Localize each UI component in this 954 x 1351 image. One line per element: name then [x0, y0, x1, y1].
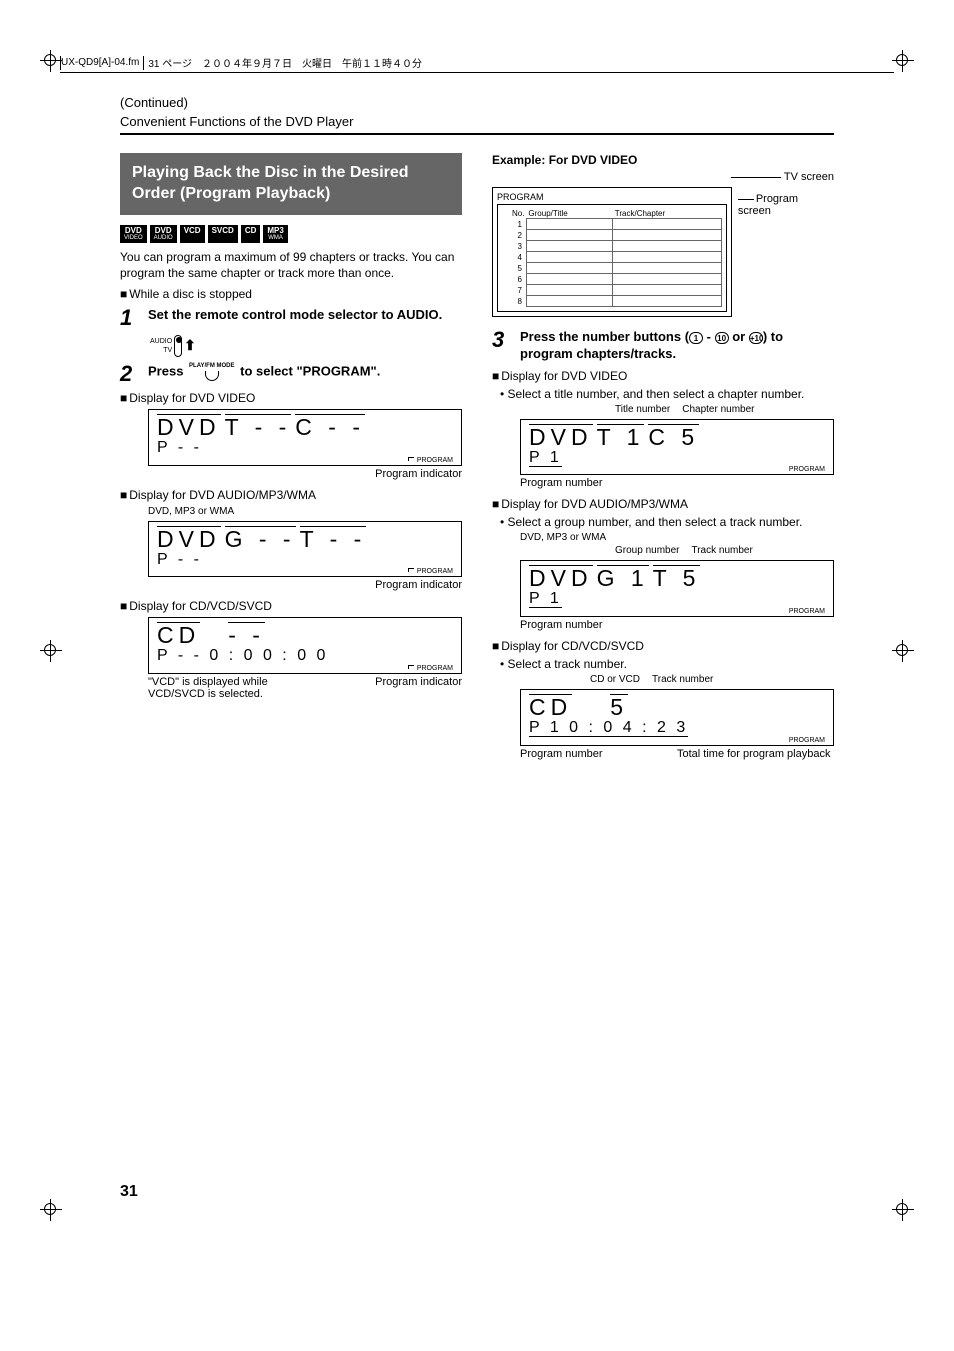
- program-indicator-2: Program indicator: [148, 579, 462, 591]
- step-3-num: 3: [492, 329, 510, 351]
- playfm-button-icon: PLAY/FM MODE: [189, 363, 234, 381]
- badge-mp3-wma: MP3WMA: [263, 225, 287, 243]
- display-dvd-audio: DVD G - - T - - P - - PROGRAM: [148, 521, 462, 578]
- mode-selector-diagram: AUDIOTV ⬆: [150, 335, 462, 357]
- badge-vcd: VCD: [180, 225, 205, 243]
- badge-cd: CD: [241, 225, 261, 243]
- section-title: Convenient Functions of the DVD Player: [120, 114, 834, 129]
- dvd-mp3-wma-label-2: DVD, MP3 or WMA: [520, 532, 834, 543]
- s3-select-group: Select a group number, and then select a…: [508, 515, 834, 529]
- s3-display-cd: CD 5 P 1 0 : 0 4 : 2 3 PROGRAM: [520, 689, 834, 746]
- display-dvd-video: DVD T - - C - - P - - PROGRAM: [148, 409, 462, 466]
- track-number-label-2: Track number: [652, 674, 713, 685]
- step-2-text: Press PLAY/FM MODE to select "PROGRAM".: [148, 363, 462, 381]
- step-1-text: Set the remote control mode selector to …: [148, 307, 462, 324]
- s3-display-dvd-video-label: Display for DVD VIDEO: [492, 369, 834, 383]
- badge-dvd-audio: DVDAUDIO: [150, 225, 177, 243]
- program-screen-label: Program screen: [738, 193, 834, 217]
- display-cd: CD - - P - - 0 : 0 0 : 0 0 PROGRAM: [148, 617, 462, 674]
- step-2-num: 2: [120, 363, 138, 385]
- tv-screen-diagram: PROGRAM No.Group/TitleTrack/Chapter 1 2 …: [492, 187, 732, 317]
- display-cd-label: Display for CD/VCD/SVCD: [120, 599, 462, 613]
- total-time-label: Total time for program playback: [677, 748, 834, 760]
- program-number-2: Program number: [520, 619, 834, 631]
- program-number-3: Program number: [520, 748, 677, 760]
- cd-vcd-label: CD or VCD: [590, 674, 640, 685]
- page-meta: 31 ページ ２００４年９月７日 火曜日 午前１１時４０分: [148, 55, 422, 70]
- s3-display-dvd-video: DVD T 1 C 5 P 1 PROGRAM: [520, 419, 834, 476]
- feature-title: Playing Back the Disc in the Desired Ord…: [120, 153, 462, 215]
- program-indicator-1: Program indicator: [148, 468, 462, 480]
- file-path: UX-QD9[A]-04.fm: [61, 57, 139, 68]
- s3-display-dvd-audio: DVD G 1 T 5 P 1 PROGRAM: [520, 560, 834, 617]
- program-indicator-3: Program indicator: [375, 676, 462, 700]
- continued-label: (Continued): [120, 95, 834, 110]
- badge-dvd-video: DVDVIDEO: [120, 225, 147, 243]
- s3-select-track: Select a track number.: [508, 657, 834, 671]
- s3-select-title: Select a title number, and then select a…: [508, 387, 834, 401]
- chapter-number-label: Chapter number: [682, 404, 754, 415]
- title-number-label: Title number: [615, 404, 670, 415]
- display-dvd-audio-label: Display for DVD AUDIO/MP3/WMA: [120, 488, 462, 502]
- s3-display-dvd-audio-label: Display for DVD AUDIO/MP3/WMA: [492, 497, 834, 511]
- vcd-note: "VCD" is displayed while VCD/SVCD is sel…: [148, 676, 299, 700]
- s3-display-cd-label: Display for CD/VCD/SVCD: [492, 639, 834, 653]
- while-stopped: While a disc is stopped: [120, 287, 462, 301]
- divider: [120, 133, 834, 135]
- print-ruler: UX-QD9[A]-04.fm 31 ページ ２００４年９月７日 火曜日 午前１…: [60, 55, 894, 73]
- format-badges: DVDVIDEO DVDAUDIO VCD SVCD CD MP3WMA: [120, 225, 462, 243]
- intro-text: You can program a maximum of 99 chapters…: [120, 249, 462, 281]
- tv-screen-label: TV screen: [784, 171, 834, 183]
- program-number-1: Program number: [520, 477, 834, 489]
- page-number: 31: [120, 1183, 138, 1201]
- dvd-mp3-wma-label: DVD, MP3 or WMA: [148, 506, 462, 517]
- group-number-label: Group number: [615, 545, 679, 556]
- step-3-text: Press the number buttons (1 - 10 or +10)…: [520, 329, 834, 363]
- badge-svcd: SVCD: [208, 225, 238, 243]
- step-1-num: 1: [120, 307, 138, 329]
- example-title: Example: For DVD VIDEO: [492, 153, 834, 167]
- track-number-label: Track number: [691, 545, 752, 556]
- display-dvd-video-label: Display for DVD VIDEO: [120, 391, 462, 405]
